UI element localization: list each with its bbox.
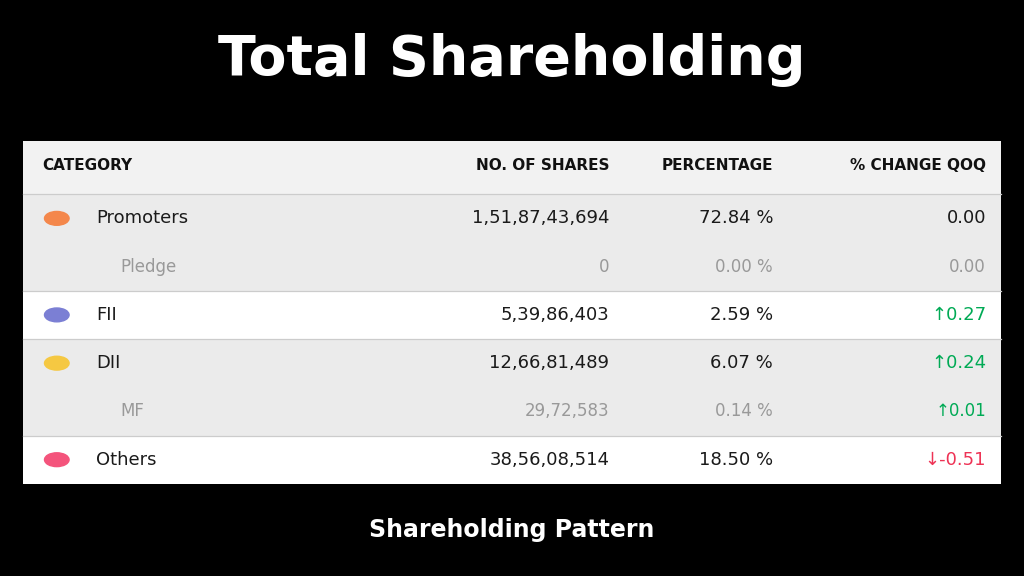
- Text: 29,72,583: 29,72,583: [524, 403, 609, 420]
- Bar: [23, 339, 1001, 435]
- Text: 2.59 %: 2.59 %: [710, 306, 773, 324]
- Text: PERCENTAGE: PERCENTAGE: [662, 158, 773, 173]
- Text: 5,39,86,403: 5,39,86,403: [501, 306, 609, 324]
- Text: Total Shareholding: Total Shareholding: [218, 33, 806, 88]
- Text: ↑0.01: ↑0.01: [935, 403, 986, 420]
- Text: 18.50 %: 18.50 %: [699, 450, 773, 469]
- Text: ↑0.24: ↑0.24: [931, 354, 986, 372]
- Bar: [23, 291, 1001, 339]
- Text: 6.07 %: 6.07 %: [711, 354, 773, 372]
- Text: 72.84 %: 72.84 %: [698, 209, 773, 228]
- Text: FII: FII: [96, 306, 117, 324]
- Text: Others: Others: [96, 450, 157, 469]
- Text: 0.00: 0.00: [946, 209, 986, 228]
- Text: 0.00 %: 0.00 %: [716, 257, 773, 276]
- Text: DII: DII: [96, 354, 121, 372]
- Text: Promoters: Promoters: [96, 209, 188, 228]
- Text: ↑0.27: ↑0.27: [931, 306, 986, 324]
- Bar: [23, 141, 1001, 484]
- Text: MF: MF: [121, 403, 144, 420]
- Circle shape: [44, 357, 69, 370]
- Circle shape: [44, 211, 69, 225]
- Circle shape: [44, 308, 69, 322]
- Circle shape: [44, 453, 69, 467]
- Text: 0.14 %: 0.14 %: [716, 403, 773, 420]
- Text: CATEGORY: CATEGORY: [42, 158, 132, 173]
- Text: Pledge: Pledge: [121, 257, 177, 276]
- Text: 0.00: 0.00: [949, 257, 986, 276]
- Text: 12,66,81,489: 12,66,81,489: [489, 354, 609, 372]
- Bar: [23, 194, 1001, 291]
- Text: Shareholding Pattern: Shareholding Pattern: [370, 518, 654, 542]
- Text: % CHANGE QOQ: % CHANGE QOQ: [850, 158, 986, 173]
- Text: 1,51,87,43,694: 1,51,87,43,694: [472, 209, 609, 228]
- Text: 38,56,08,514: 38,56,08,514: [489, 450, 609, 469]
- Text: NO. OF SHARES: NO. OF SHARES: [476, 158, 609, 173]
- Text: ↓-0.51: ↓-0.51: [925, 450, 986, 469]
- Text: 0: 0: [599, 257, 609, 276]
- Bar: [23, 435, 1001, 484]
